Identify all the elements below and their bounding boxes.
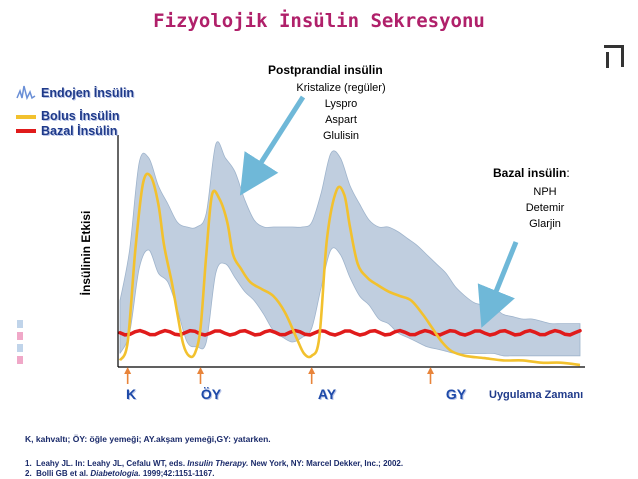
basal-heading: Bazal insülin: [493, 166, 570, 180]
postprandial-heading: Postprandial insülin [268, 63, 383, 77]
meal-marker-head-2 [308, 367, 316, 374]
basal-heading-text: Bazal insülin [493, 166, 567, 180]
side-bar [17, 332, 23, 340]
ref-title: Diabetologia. [90, 469, 141, 478]
side-bar [17, 356, 23, 364]
ref-num: 1. [25, 459, 32, 468]
y-axis-label: İnsülinin Etkisi [79, 210, 93, 296]
side-bar [17, 344, 23, 352]
x-axis-label: Uygulama Zamanı [489, 389, 584, 401]
postprandial-item: Glulisin [322, 130, 360, 142]
postprandial-arrow [239, 95, 306, 196]
postprandial-item: Kristalize (regüler) [296, 82, 386, 94]
endogenous-spike-icon [16, 85, 36, 101]
corner-mark [606, 52, 609, 68]
page-title: Fizyolojik İnsülin Sekresyonu [153, 10, 485, 32]
postprandial-item: Lyspro [324, 98, 358, 110]
reference-2: 2. Bolli GB et al. Diabetologia. 1999;42… [25, 469, 214, 478]
endogenous-band [119, 141, 581, 357]
basal-item: Detemir [525, 202, 565, 214]
legend-endogenous-label: Endojen İnsülin [41, 86, 135, 100]
ref-text: Bolli GB et al. [36, 469, 89, 478]
meal-marker-head-1 [197, 367, 204, 374]
bolus-insulin-line [118, 172, 581, 367]
side-bar [17, 320, 23, 328]
x-category-label: GY [445, 386, 467, 402]
legend-bolus-label: Bolus İnsülin [41, 109, 120, 123]
legend-basal-label: Bazal İnsülin [41, 124, 118, 138]
x-category-label: ÖY [200, 386, 222, 402]
ref-title: Insulin Therapy. [187, 459, 249, 468]
abbreviation-note: K, kahvaltı; ÖY: öğle yemeği; AY.akşam y… [25, 434, 271, 444]
x-category-label: AY [317, 386, 337, 402]
side-decoration [17, 320, 23, 368]
x-category-label: K [125, 386, 137, 402]
basal-insulin-line [118, 328, 582, 337]
meal-marker-head-3 [427, 367, 434, 374]
basal-item: Glarjin [529, 218, 561, 230]
reference-1: 1. Leahy JL. In: Leahy JL, Cefalu WT, ed… [25, 459, 403, 468]
ref-text: 1999;42:1151-1167. [142, 469, 215, 478]
ref-num: 2. [25, 469, 32, 478]
basal-item: NPH [533, 186, 557, 198]
corner-mark [604, 45, 624, 48]
postprandial-item: Aspart [325, 114, 357, 126]
ref-text: New York, NY: Marcel Dekker, Inc.; 2002. [250, 459, 404, 468]
corner-mark [621, 45, 624, 67]
basal-arrow [477, 241, 519, 328]
ref-text: Leahy JL. In: Leahy JL, Cefalu WT, eds. [36, 459, 186, 468]
meal-marker-head-0 [124, 367, 132, 374]
